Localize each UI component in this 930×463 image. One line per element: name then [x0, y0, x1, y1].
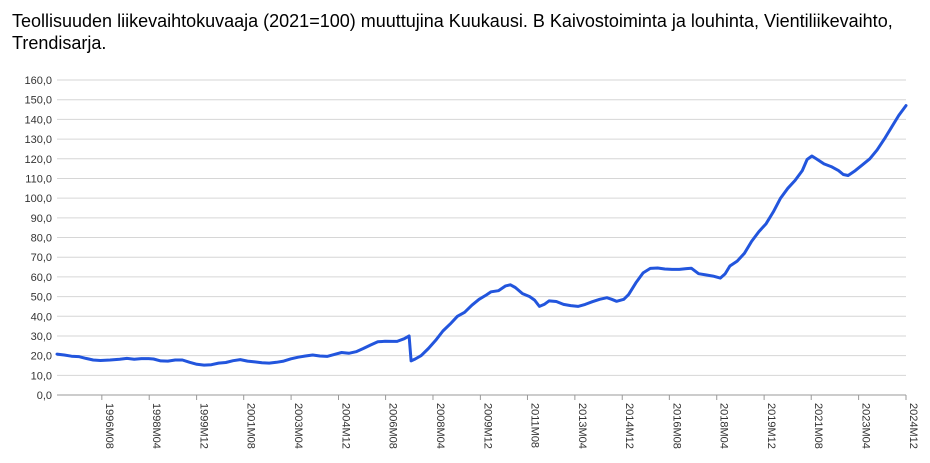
y-tick-label: 100,0 [24, 193, 52, 205]
y-tick-label: 50,0 [31, 292, 52, 304]
y-tick-label: 160,0 [24, 75, 52, 87]
x-tick-label: 2013M04 [576, 403, 588, 449]
x-tick-label: 2019M12 [765, 403, 777, 449]
x-tick-label: 2014M12 [623, 403, 635, 449]
series-lines [55, 104, 908, 367]
x-axis-labels: 1996M08 1998M04 1999M12 2001M08 2003M04 2004M… [101, 395, 919, 449]
y-tick-label: 150,0 [24, 95, 52, 107]
x-tick-label: 1996M08 [103, 403, 115, 449]
x-tick-label: 2003M04 [292, 403, 304, 449]
x-tick-label: 1998M04 [150, 403, 162, 449]
x-tick-label: 2023M04 [860, 403, 872, 449]
chart-title: Teollisuuden liikevaihtokuvaaja (2021=10… [12, 11, 893, 53]
y-tick-label: 120,0 [24, 154, 52, 166]
y-tick-label: 20,0 [31, 351, 52, 363]
gridlines [57, 79, 906, 396]
x-tick-label: 2006M08 [387, 403, 399, 449]
y-tick-label: 130,0 [24, 134, 52, 146]
x-tick-label: 2009M12 [481, 403, 493, 449]
y-tick-label: 80,0 [31, 233, 52, 245]
y-tick-label: 90,0 [31, 213, 52, 225]
x-tick-label: 2016M08 [670, 403, 682, 449]
x-tick-label: 2001M08 [245, 403, 257, 449]
x-tick-label: 2004M12 [339, 403, 351, 449]
y-tick-label: 70,0 [31, 252, 52, 264]
series-line [55, 104, 908, 367]
x-tick-label: 2011M08 [528, 403, 540, 448]
y-tick-label: 60,0 [31, 272, 52, 284]
y-axis-labels: 0,0 10,0 20,0 30,0 40,0 50,0 60,0 70,0 80,0 90,0 1… [24, 75, 52, 402]
y-tick-label: 110,0 [25, 173, 52, 185]
x-tick-label: 2024M12 [907, 403, 919, 449]
x-tick-label: 1999M12 [198, 403, 210, 449]
x-tick-label: 2021M08 [812, 403, 824, 449]
x-tick-label: 2018M04 [718, 403, 730, 449]
y-tick-label: 140,0 [24, 114, 52, 126]
x-tick-label: 2008M04 [434, 403, 446, 449]
y-tick-label: 0,0 [37, 390, 52, 402]
y-tick-label: 10,0 [31, 370, 52, 382]
y-tick-label: 30,0 [31, 331, 52, 343]
y-tick-label: 40,0 [31, 311, 52, 323]
